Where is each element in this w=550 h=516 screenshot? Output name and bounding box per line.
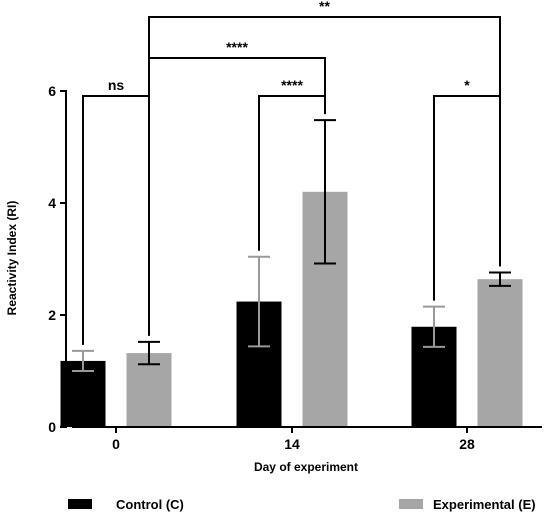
significance-bracket	[433, 95, 501, 301]
x-tick-label: 28	[459, 436, 475, 452]
bars-layer	[60, 191, 523, 427]
error-bar-control-day-14	[248, 255, 270, 348]
y-tick-label: 4	[48, 195, 56, 211]
significance-bracket	[82, 95, 150, 345]
error-bar-experimental-day-28	[489, 271, 511, 287]
x-ticks: 0 14 28	[112, 427, 475, 452]
significance-brackets-layer: ns **** *******	[82, 0, 501, 345]
error-bar-control-day-0	[72, 349, 94, 372]
bar-experimental-day-28	[477, 279, 523, 427]
significance-label: *	[464, 77, 470, 93]
significance-label: ****	[226, 39, 248, 55]
x-tick-label: 0	[112, 436, 120, 452]
legend-label-experimental: Experimental (E)	[433, 497, 536, 512]
significance-label: ns	[108, 77, 125, 93]
y-tick-label: 6	[48, 83, 56, 99]
significance-bracket	[258, 95, 326, 251]
significance-bracket	[148, 16, 501, 96]
bracket-line	[433, 95, 501, 301]
y-tick-label: 0	[48, 419, 56, 435]
legend-label-control: Control (C)	[116, 497, 184, 512]
significance-label: **	[319, 0, 330, 14]
bar-experimental-day-0	[126, 353, 172, 427]
y-tick-label: 2	[48, 307, 56, 323]
legend-swatch-experimental	[399, 499, 423, 509]
error-bar-control-day-28	[423, 305, 445, 348]
bracket-line	[82, 95, 150, 345]
y-axis-label: Reactivity Index (RI)	[5, 201, 19, 316]
significance-label: ****	[281, 77, 303, 93]
y-ticks: 0 2 4 6	[48, 83, 66, 435]
legend: Control (C) Experimental (E)	[68, 497, 536, 512]
error-bar-experimental-day-14	[314, 119, 336, 265]
bracket-line	[258, 95, 326, 251]
bracket-line	[148, 57, 326, 96]
error-bars-layer	[72, 119, 511, 372]
error-bar-experimental-day-0	[138, 340, 160, 366]
x-axis-label: Day of experiment	[254, 460, 358, 474]
x-tick-label: 14	[284, 436, 300, 452]
legend-swatch-control	[68, 499, 92, 509]
bracket-line	[148, 16, 501, 96]
significance-bracket	[148, 57, 326, 96]
